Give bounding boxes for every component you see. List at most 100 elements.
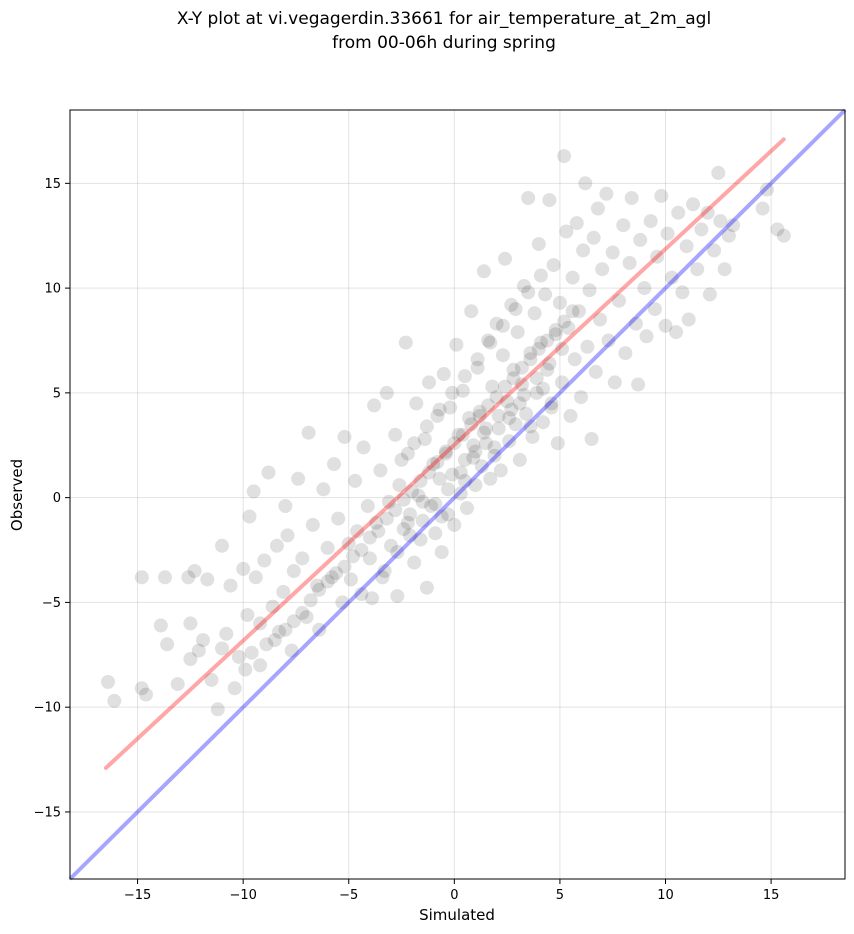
scatter-point xyxy=(542,356,557,371)
scatter-point xyxy=(485,379,500,394)
scatter-point xyxy=(223,578,238,593)
scatter-point xyxy=(512,396,527,411)
scatter-point xyxy=(305,517,320,532)
chart-title: X-Y plot at vi.vegagerdin.33661 for air_… xyxy=(177,9,711,29)
scatter-point xyxy=(204,672,219,687)
scatter-point xyxy=(519,406,534,421)
scatter-point xyxy=(616,218,631,233)
scatter-point xyxy=(523,346,538,361)
scatter-point xyxy=(498,251,512,266)
scatter-point xyxy=(384,538,398,553)
scatter-point xyxy=(291,471,306,486)
scatter-point xyxy=(107,693,122,708)
scatter-point xyxy=(443,400,458,415)
scatter-point xyxy=(455,427,470,442)
scatter-point xyxy=(759,182,774,197)
scatter-point xyxy=(510,325,525,340)
scatter-point xyxy=(544,400,559,415)
scatter-point xyxy=(506,362,521,377)
scatter-point xyxy=(453,465,468,480)
y-axis-label: Observed xyxy=(8,459,26,531)
scatter-point xyxy=(529,371,544,386)
scatter-point xyxy=(367,398,382,413)
scatter-point xyxy=(362,551,377,566)
scatter-point xyxy=(375,570,390,585)
y-tick-label: 15 xyxy=(44,177,61,192)
scatter-point xyxy=(424,499,439,513)
scatter-point xyxy=(350,524,365,539)
scatter-point xyxy=(633,232,648,247)
scatter-point xyxy=(320,574,335,589)
scatter-point xyxy=(580,339,595,354)
plot-frame xyxy=(69,109,846,880)
scatter-point xyxy=(675,285,690,300)
scatter-point xyxy=(548,323,563,337)
scatter-point xyxy=(457,369,472,384)
scatter-point xyxy=(593,312,607,327)
scatter-point xyxy=(426,457,441,472)
scatter-point xyxy=(407,555,422,570)
fit-line xyxy=(103,137,786,770)
scatter-point xyxy=(139,687,153,702)
scatter-point xyxy=(578,176,593,191)
scatter-point xyxy=(637,281,652,296)
scatter-point xyxy=(487,448,502,463)
scatter-point xyxy=(555,341,569,356)
scatter-point xyxy=(335,595,350,610)
scatter-point xyxy=(504,297,519,312)
scatter-point xyxy=(407,436,422,451)
scatter-point xyxy=(390,545,405,560)
x-tick-label: 10 xyxy=(657,888,674,903)
scatter-point xyxy=(514,360,529,375)
scatter-point xyxy=(280,528,295,543)
scatter-point xyxy=(388,427,403,442)
scatter-point xyxy=(540,362,555,377)
scatter-point xyxy=(550,436,565,451)
scatter-point xyxy=(533,268,548,283)
scatter-point xyxy=(430,408,445,423)
scatter-point xyxy=(183,616,198,631)
scatter-point xyxy=(576,243,591,258)
scatter-point xyxy=(658,318,673,333)
scatter-point xyxy=(495,348,510,363)
scatter-point xyxy=(329,566,344,581)
scatter-point xyxy=(502,411,517,425)
scatter-point xyxy=(567,352,582,367)
scatter-point xyxy=(622,256,637,270)
scatter-point xyxy=(557,149,572,164)
scatter-point xyxy=(451,427,466,442)
y-tick-label: 10 xyxy=(44,282,61,297)
scatter-point xyxy=(436,367,451,381)
scatter-point xyxy=(259,637,274,652)
x-tick-label: −10 xyxy=(229,888,256,903)
scatter-point xyxy=(586,230,601,245)
scatter-point xyxy=(538,287,553,302)
scatter-point xyxy=(261,465,276,480)
scatter-point xyxy=(476,425,491,440)
x-tick-label: 5 xyxy=(556,888,564,903)
scatter-point xyxy=(531,237,546,252)
scatter-point xyxy=(517,388,531,402)
scatter-point xyxy=(531,341,546,356)
scatter-point xyxy=(721,228,736,243)
scatter-point xyxy=(422,375,436,390)
scatter-point xyxy=(498,379,512,394)
scatter-point xyxy=(337,429,352,444)
scatter-point xyxy=(441,507,455,522)
scatter-point xyxy=(419,419,434,434)
scatter-point xyxy=(236,561,251,576)
scatter-point xyxy=(470,352,485,367)
scatter-point xyxy=(481,333,496,348)
scatter-point xyxy=(158,570,172,585)
y-tick-label: −15 xyxy=(34,805,61,820)
scatter-point xyxy=(521,191,536,205)
scatter-point xyxy=(726,218,741,233)
scatter-point xyxy=(398,335,413,350)
scatter-point xyxy=(348,473,363,488)
scatter-point xyxy=(379,385,394,400)
scatter-point xyxy=(187,564,202,578)
scatter-point xyxy=(489,390,504,405)
scatter-point xyxy=(409,396,424,411)
scatter-point xyxy=(552,295,567,310)
scatter-point xyxy=(474,459,489,474)
